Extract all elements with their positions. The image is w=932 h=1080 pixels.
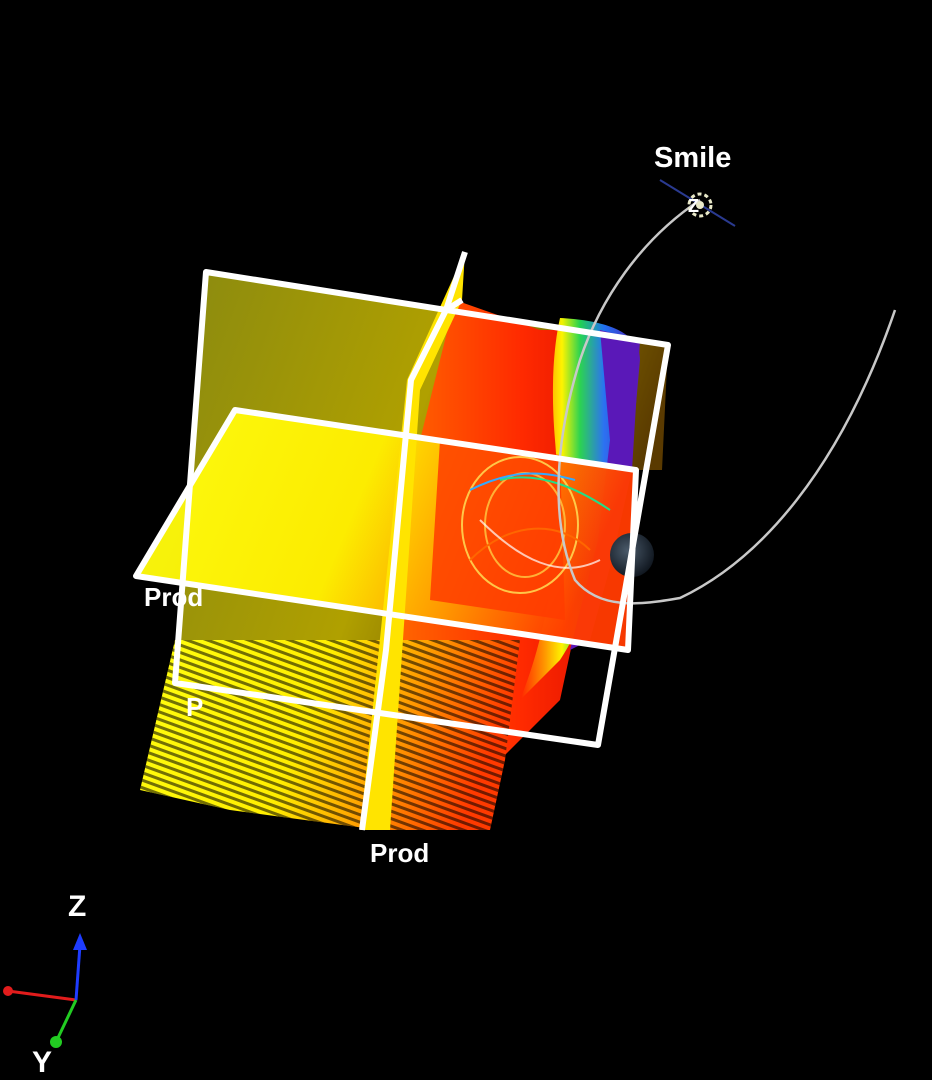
horizontal-plane-cut [430,440,565,620]
back-plane-frame [172,269,671,748]
vertical-plane [360,252,465,830]
lower-streak-texture [140,640,520,830]
y-axis-tip [50,1036,62,1048]
horizontal-plane-label: Prod [144,582,204,612]
y-axis-label: Y [32,1046,53,1079]
satellite-marker[interactable] [659,179,736,227]
horizontal-plane-frame [133,407,639,653]
satellite-marker-text: Z [688,196,699,216]
z-axis-arrow [73,933,87,950]
axes-triad [3,933,87,1048]
vertical-plane-label: Prod [370,838,430,868]
box-frames [133,251,671,831]
y-axis-line [54,999,78,1043]
vertical-plane-frame [359,251,468,831]
x-axis-tip [3,986,13,996]
satellite-orbit [557,198,897,605]
satellite-label: Smile [654,142,732,174]
z-axis-line [74,944,82,1001]
back-plane-label: P [186,692,204,722]
z-axis-label: Z [68,890,87,923]
x-axis-line [7,989,77,1002]
